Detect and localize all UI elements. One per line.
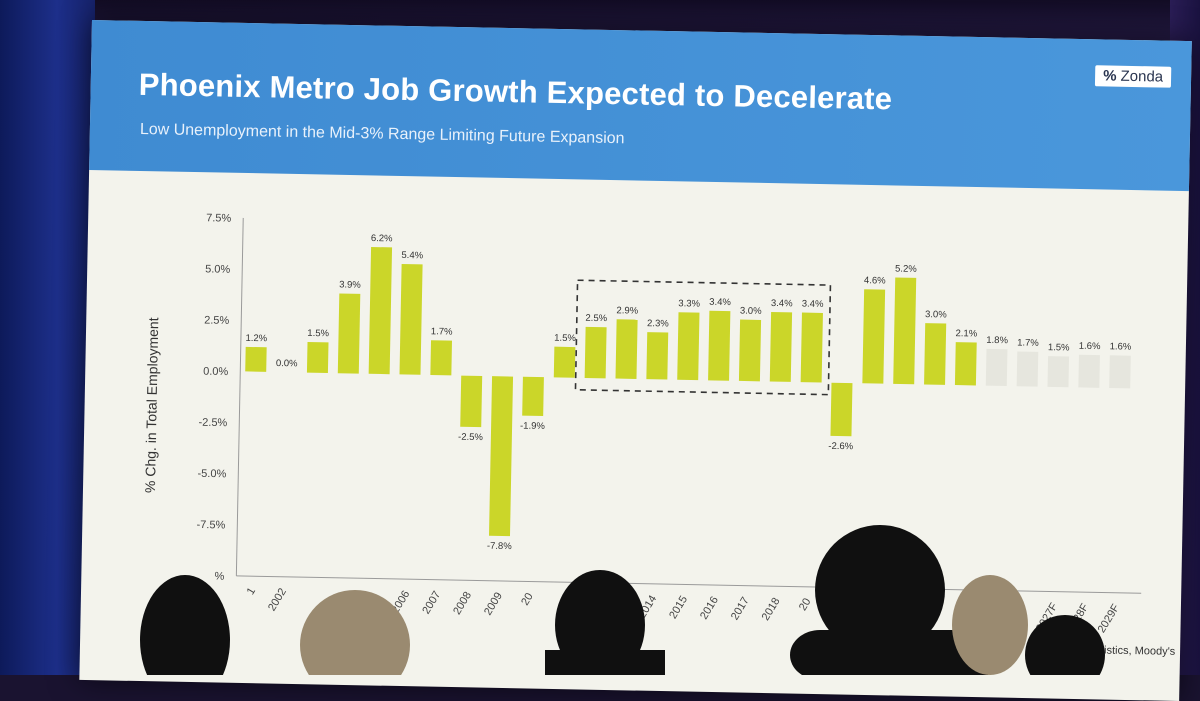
slide-title: Phoenix Metro Job Growth Expected to Dec… <box>138 67 892 117</box>
bar <box>1109 355 1131 388</box>
slide-header: Phoenix Metro Job Growth Expected to Dec… <box>89 20 1192 191</box>
x-tick-label: 2008 <box>451 590 474 617</box>
bar-data-label: 1.6% <box>1079 341 1101 352</box>
bar <box>830 383 852 437</box>
bar <box>489 376 513 536</box>
bar-data-label: 5.2% <box>895 264 917 275</box>
x-tick-label: 13 <box>612 593 629 610</box>
bar <box>400 264 423 375</box>
bar-data-label: 2.1% <box>955 328 977 339</box>
bar-data-label: 1.8% <box>986 335 1008 346</box>
x-tick-label: 2028F <box>1065 601 1092 634</box>
zonda-logo-text: Zonda <box>1120 68 1163 86</box>
bar <box>646 332 668 379</box>
bar-data-label: 2.5% <box>585 313 607 324</box>
bar-data-label: -2.6% <box>828 441 854 452</box>
bar <box>1047 356 1069 387</box>
bar-data-label: 1.5% <box>307 328 329 339</box>
bar <box>554 347 576 378</box>
x-tick-label: 2002 <box>266 586 289 613</box>
bar <box>986 349 1008 386</box>
y-tick-label: -5.0% <box>197 468 226 481</box>
bar <box>460 376 482 428</box>
bar <box>770 312 792 382</box>
x-tick-label: 2016 <box>698 594 721 621</box>
bar-data-label: 1.7% <box>431 326 453 337</box>
x-tick-label: 2017 <box>729 595 752 622</box>
bar <box>430 340 452 375</box>
bar <box>245 347 266 372</box>
bar-data-label: 3.4% <box>802 299 824 310</box>
bar-data-label: 0.0% <box>276 358 298 369</box>
slide-subtitle: Low Unemployment in the Mid-3% Range Lim… <box>140 121 625 148</box>
bar-data-label: 4.6% <box>864 275 886 286</box>
bar-data-label: 1.7% <box>1017 337 1039 348</box>
bar <box>955 342 977 385</box>
bar-data-label: 3.4% <box>709 297 731 308</box>
bar <box>708 311 730 381</box>
bar <box>1017 351 1039 386</box>
bar <box>893 278 916 385</box>
y-axis-line <box>236 218 243 576</box>
y-tick-label: 5.0% <box>205 263 231 275</box>
bar-data-label: 3.4% <box>771 298 793 309</box>
x-tick-label: 2009 <box>482 590 505 617</box>
x-tick-label: 20 <box>519 591 536 608</box>
x-tick-label: 2029F <box>1096 602 1123 635</box>
x-tick-label: 2015 <box>667 594 690 621</box>
projection-screen: Phoenix Metro Job Growth Expected to Dec… <box>79 20 1191 701</box>
x-axis-line <box>236 576 1141 593</box>
bar <box>924 323 946 385</box>
y-axis-title: % Chg. in Total Employment <box>142 317 161 493</box>
bar <box>739 320 761 382</box>
bar-data-label: 3.0% <box>925 309 947 320</box>
bar <box>862 289 885 383</box>
bar-data-label: 1.5% <box>554 333 576 344</box>
y-tick-label: % <box>214 570 224 582</box>
y-tick-label: 2.5% <box>204 314 230 326</box>
bar <box>585 327 607 379</box>
zonda-logo: %Zonda <box>1095 65 1171 87</box>
x-tick-label: 2018 <box>760 596 783 623</box>
bar <box>677 312 699 380</box>
x-tick-label: 026F <box>1006 600 1029 628</box>
bar <box>369 247 392 374</box>
bar-data-label: -1.9% <box>520 421 546 432</box>
bar <box>615 319 637 379</box>
x-tick-label: 20 <box>797 596 814 613</box>
bar-data-label: 3.0% <box>740 306 762 317</box>
x-tick-label: 2006 <box>389 589 412 616</box>
bar <box>801 313 823 383</box>
bar-data-label: 2.3% <box>647 318 669 329</box>
bar <box>1078 355 1100 388</box>
bar-data-label: 3.3% <box>678 298 700 309</box>
source-note: istics, Moody's <box>1104 645 1175 658</box>
x-tick-label: 1 <box>245 586 258 597</box>
y-tick-label: 0.0% <box>203 366 229 378</box>
y-tick-label: 7.5% <box>206 212 232 224</box>
bar <box>522 377 544 416</box>
bar-data-label: 1.6% <box>1110 341 1132 352</box>
x-tick-label: 2007 <box>420 589 443 616</box>
job-growth-chart: 7.5% 5.0% 2.5% 0.0% -2.5% -5.0% -7.5%% % Chg. i… <box>80 170 1189 691</box>
bar-data-label: 2.9% <box>616 305 638 316</box>
bar <box>307 342 329 373</box>
bar <box>338 293 361 373</box>
bar-data-label: -7.8% <box>487 541 513 552</box>
x-tick-label: 2027F <box>1034 601 1061 634</box>
x-tick-label: 2014 <box>636 593 659 620</box>
bar-data-label: 1.5% <box>1048 342 1070 353</box>
bar-data-label: 1.2% <box>245 333 267 344</box>
y-tick-label: -2.5% <box>198 417 227 430</box>
x-tick-label: 023 <box>917 599 937 621</box>
y-tick-label: -7.5% <box>196 519 225 532</box>
zonda-logo-icon: % <box>1103 67 1117 84</box>
bar-data-label: -2.5% <box>458 432 484 443</box>
bar-data-label: 6.2% <box>371 233 393 244</box>
bar-data-label: 5.4% <box>401 250 423 261</box>
bar-data-label: 3.9% <box>339 279 361 290</box>
